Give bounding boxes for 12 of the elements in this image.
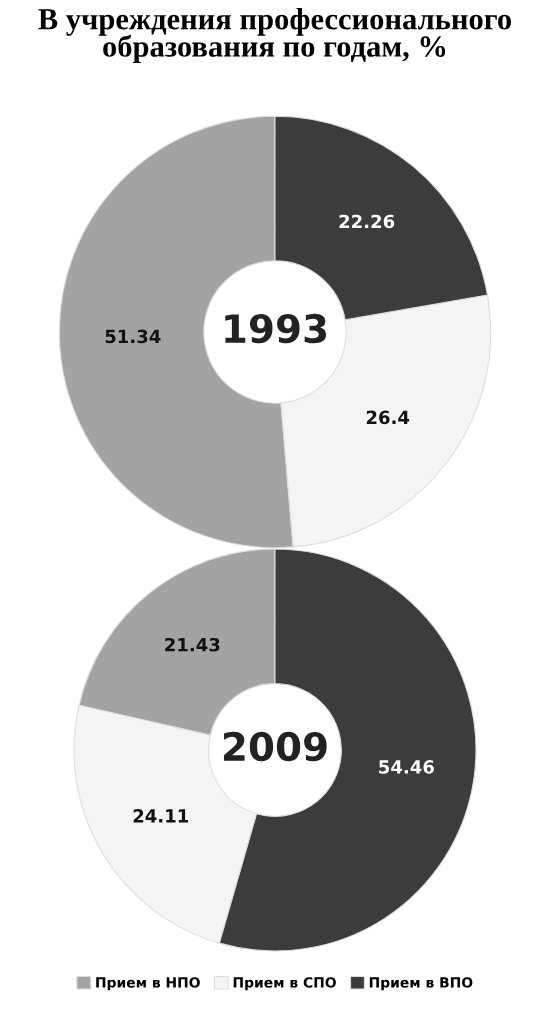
data-label: 22.26: [339, 214, 395, 229]
data-label: 24.11: [133, 809, 189, 823]
legend-label: Прием в СПО: [233, 977, 336, 991]
chart-title: В учреждения профессионального образования по годам, %: [38, 8, 511, 64]
text: 2009: [223, 731, 327, 762]
legend-label: Прием в НПО: [96, 977, 200, 991]
data-label: 54.46: [379, 760, 434, 774]
legend-label: Прием в ВПО: [369, 977, 473, 991]
text: 1993: [225, 313, 327, 344]
data-label: 26.4: [366, 410, 410, 425]
data-label: 51.34: [105, 329, 161, 344]
data-label: 21.43: [165, 637, 220, 652]
